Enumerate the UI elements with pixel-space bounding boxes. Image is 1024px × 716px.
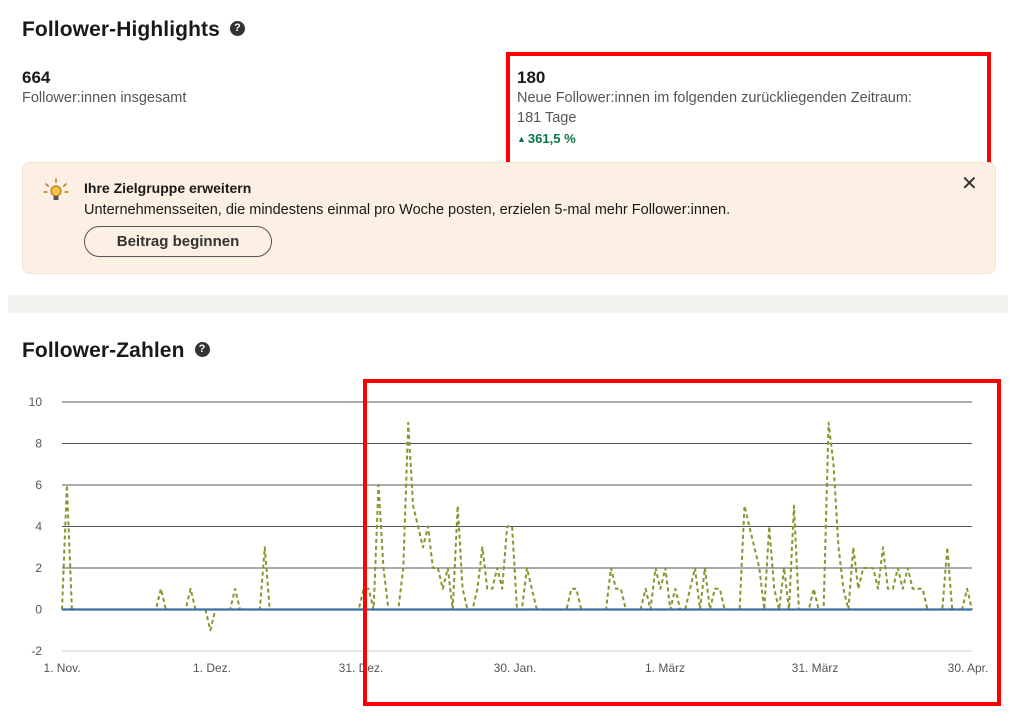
start-post-button[interactable]: Beitrag beginnen — [84, 226, 272, 257]
y-tick-label: 6 — [35, 478, 42, 492]
x-tick-label: 31. Dez. — [339, 661, 384, 675]
x-tick-label: 1. Nov. — [43, 661, 80, 675]
y-tick-label: 10 — [29, 395, 43, 409]
y-tick-label: 2 — [35, 561, 42, 575]
section-divider — [8, 295, 1008, 313]
new-followers-metric: 180 Neue Follower:innen im folgenden zur… — [517, 68, 912, 146]
x-tick-label: 30. Jan. — [494, 661, 537, 675]
close-icon[interactable]: ✕ — [961, 173, 978, 195]
new-followers-value: 180 — [517, 68, 546, 87]
y-tick-label: 4 — [35, 520, 42, 534]
x-tick-label: 30. Apr. — [948, 661, 989, 675]
total-followers-value: 664 — [22, 68, 51, 87]
y-tick-label: -2 — [31, 644, 42, 658]
counts-title: Follower-Zahlen? — [22, 339, 210, 363]
new-followers-period: 181 Tage — [517, 110, 577, 126]
help-icon[interactable]: ? — [229, 20, 245, 36]
x-tick-label: 1. März — [645, 661, 685, 675]
new-followers-label: Neue Follower:innen im folgenden zurückl… — [517, 90, 912, 106]
new-followers-change: ▲ 361,5 % — [517, 131, 912, 146]
y-tick-label: 8 — [35, 437, 42, 451]
total-followers-label: Follower:innen insgesamt — [22, 90, 187, 106]
total-followers-metric: 664 Follower:innen insgesamt — [22, 68, 186, 108]
annotation-box-chart — [363, 379, 1001, 706]
tip-banner: Ihre Zielgruppe erweitern Unternehmensse… — [22, 162, 996, 274]
up-triangle-icon: ▲ — [517, 134, 526, 144]
x-tick-label: 1. Dez. — [193, 661, 231, 675]
highlights-title-text: Follower-Highlights — [22, 18, 220, 41]
new-followers-change-value: 361,5 % — [527, 131, 576, 146]
lightbulb-icon — [43, 178, 69, 209]
banner-text: Unternehmensseiten, die mindestens einma… — [84, 202, 731, 218]
help-icon[interactable]: ? — [194, 341, 210, 357]
banner-title: Ihre Zielgruppe erweitern — [84, 180, 252, 196]
x-tick-label: 31. März — [792, 661, 839, 675]
counts-title-text: Follower-Zahlen — [22, 339, 185, 362]
y-tick-label: 0 — [35, 603, 42, 617]
highlights-title: Follower-Highlights? — [22, 18, 245, 42]
